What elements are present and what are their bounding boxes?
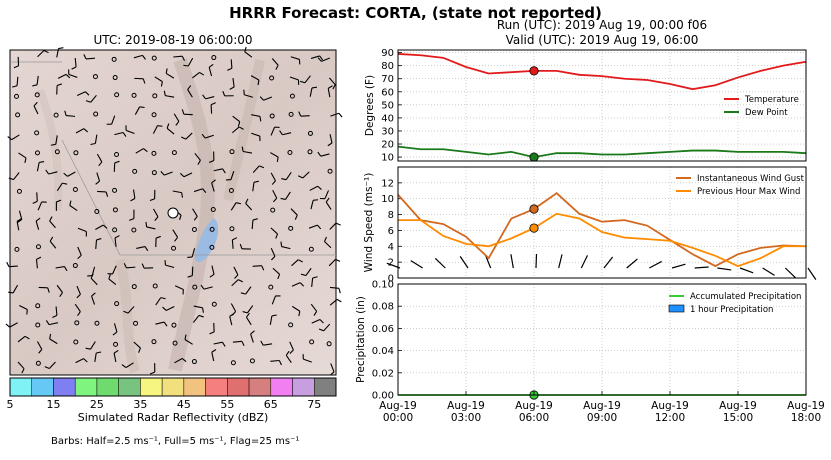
wind-barb	[410, 260, 423, 269]
barbs-legend-note: Barbs: Half=2.5 ms⁻¹, Full=5 ms⁻¹, Flag=…	[51, 436, 300, 447]
legend-label: Previous Hour Max Wind	[697, 187, 800, 197]
y-tick-label: 6	[388, 226, 394, 237]
y-tick-label: 0	[388, 274, 394, 285]
wind-barb	[510, 254, 514, 269]
wind-barb	[717, 267, 732, 271]
y-tick-label: 4	[388, 242, 394, 253]
x-tick-label: Aug-19	[583, 400, 621, 412]
x-tick-label: 12:00	[655, 412, 685, 424]
x-tick-label: Aug-19	[515, 400, 553, 412]
colorbar-label: Simulated Radar Reflectivity (dBZ)	[77, 411, 269, 424]
y-tick-label: 10	[381, 194, 394, 205]
y-tick-label: 12	[381, 178, 394, 189]
x-tick-label: Aug-19	[787, 400, 825, 412]
y-tick-label: 90	[381, 48, 394, 59]
y-tick-label: 40	[381, 113, 394, 124]
x-tick-label: 00:00	[383, 412, 413, 424]
panel-frame	[397, 49, 807, 162]
y-tick-label: 70	[381, 74, 394, 85]
y-tick-label: 0.06	[372, 324, 394, 335]
y-axis-label: Wind Speed (ms⁻¹)	[363, 173, 375, 273]
x-tick-label: 03:00	[451, 412, 481, 424]
wind-barb	[434, 257, 446, 269]
y-tick-label: 0.00	[372, 391, 394, 402]
y-tick-label: 2	[388, 258, 394, 269]
y-axis-label: Degrees (F)	[364, 75, 376, 136]
y-tick-label: 30	[381, 126, 394, 137]
x-tick-label: 15:00	[723, 412, 753, 424]
y-tick-label: 0.10	[372, 280, 394, 291]
wind-barb	[484, 254, 492, 269]
series-line	[397, 145, 807, 159]
legend-label: Instantaneous Wind Gust	[697, 174, 805, 184]
series-line	[398, 212, 806, 268]
wind-barb	[459, 256, 469, 269]
y-tick-label: 80	[381, 61, 394, 72]
y-tick-label: 0.02	[372, 368, 394, 379]
y-tick-label: 60	[381, 87, 394, 98]
series-line	[397, 192, 807, 268]
legend-label: Dew Point	[745, 108, 788, 118]
wind-barb	[671, 263, 686, 269]
x-tick-label: Aug-19	[447, 400, 485, 412]
wind-barb	[558, 254, 563, 269]
y-tick-label: 0.04	[372, 346, 394, 357]
valid-time-label: Valid (UTC): 2019 Aug 19, 06:00	[505, 33, 699, 47]
x-tick-label: Aug-19	[651, 400, 689, 412]
wind-barb	[762, 267, 775, 276]
wind-barb	[603, 256, 614, 269]
wind-barb	[649, 260, 662, 269]
series-line	[397, 53, 807, 91]
wind-barb	[694, 266, 709, 269]
x-tick-label: Aug-19	[379, 400, 417, 412]
y-tick-label: 0.08	[372, 302, 394, 313]
panel-frame	[397, 166, 807, 279]
chart-panel-1: 10 20 30 40 50 60 70 80 90 Degrees (F) Temperature…	[364, 48, 807, 164]
run-time-label: Run (UTC): 2019 Aug 19, 00:00 f06	[496, 18, 708, 32]
map-title: UTC: 2019-08-19 06:00:00	[93, 33, 253, 47]
y-tick-label: 50	[381, 100, 394, 111]
figure-title: HRRR Forecast: CORTA, (state not reporte…	[229, 4, 602, 22]
x-tick-label: Aug-19	[719, 400, 757, 412]
y-tick-label: 20	[381, 140, 394, 151]
chart-panel-2: 0 2 4 6 8 10 12 Wind Speed (ms⁻¹) Instantaneous …	[363, 166, 817, 285]
legend-swatch	[668, 304, 685, 313]
wind-barb	[580, 255, 589, 269]
chart-panel-3: 0.00 0.02 0.04 0.06 0.08 0.10 Precipitation (i…	[355, 280, 825, 425]
current-time-marker	[529, 223, 539, 233]
wind-barb	[739, 267, 754, 274]
legend-label: 1 hour Precipitation	[690, 305, 773, 315]
current-time-marker	[529, 152, 539, 162]
y-axis-label: Precipitation (in)	[355, 296, 367, 383]
current-time-marker	[529, 66, 539, 76]
x-tick-label: 09:00	[587, 412, 617, 424]
x-tick-label: 18:00	[791, 412, 821, 424]
x-tick-label: 06:00	[519, 412, 549, 424]
current-time-marker	[529, 204, 539, 214]
legend-label: Accumulated Precipitation	[690, 292, 801, 302]
y-tick-label: 10	[381, 153, 394, 164]
wind-barb	[784, 267, 796, 279]
wind-barb	[807, 267, 817, 280]
y-tick-label: 8	[388, 210, 394, 221]
wind-barb	[626, 258, 638, 269]
legend-label: Temperature	[744, 95, 799, 105]
